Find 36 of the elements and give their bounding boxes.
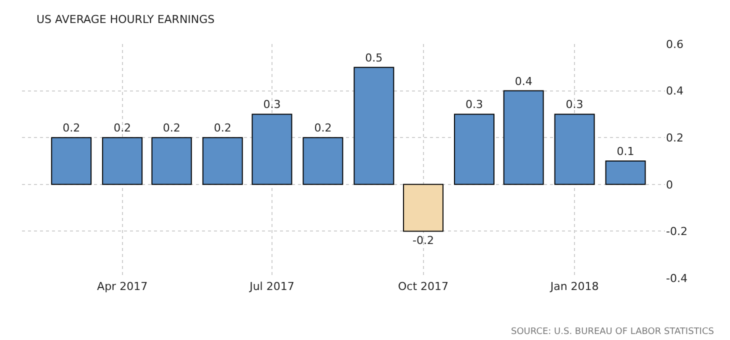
x-tick-label: Jan 2018 [549, 280, 599, 293]
bar [454, 114, 494, 185]
x-tick-label: Jul 2017 [248, 280, 294, 293]
x-tick-label: Apr 2017 [97, 280, 148, 293]
bar [554, 114, 595, 185]
data-label: 0.2 [114, 122, 132, 135]
data-label: 0.3 [263, 98, 281, 112]
bar [202, 137, 243, 185]
bar [503, 90, 544, 185]
bar [605, 160, 646, 185]
bar [403, 184, 444, 232]
y-tick-label: 0 [666, 178, 673, 192]
bar [302, 137, 344, 185]
chart-title: US AVERAGE HOURLY EARNINGS [36, 13, 215, 26]
bar [252, 114, 292, 185]
data-label: 0.4 [514, 74, 532, 88]
y-tick-label: 0.2 [666, 131, 684, 144]
y-tick-label: -0.4 [666, 272, 688, 285]
y-tick-label: -0.2 [666, 225, 688, 238]
bar [354, 66, 394, 185]
source-note: SOURCE: U.S. BUREAU OF LABOR STATISTICS [511, 327, 714, 337]
data-label: 0.2 [214, 122, 232, 135]
bar [51, 137, 92, 185]
data-label: 0.2 [62, 122, 80, 135]
data-label: 0.1 [616, 145, 634, 158]
data-label: 0.5 [365, 51, 383, 64]
bar [102, 137, 143, 185]
data-label: 0.3 [566, 98, 584, 112]
y-tick-label: 0.6 [666, 38, 684, 51]
data-label: -0.2 [412, 234, 434, 248]
data-label: 0.2 [162, 122, 180, 135]
data-label: 0.3 [465, 98, 483, 112]
data-label: 0.2 [314, 122, 332, 135]
x-tick-label: Oct 2017 [398, 280, 449, 293]
y-tick-label: 0.4 [666, 84, 684, 98]
bar [151, 137, 192, 185]
